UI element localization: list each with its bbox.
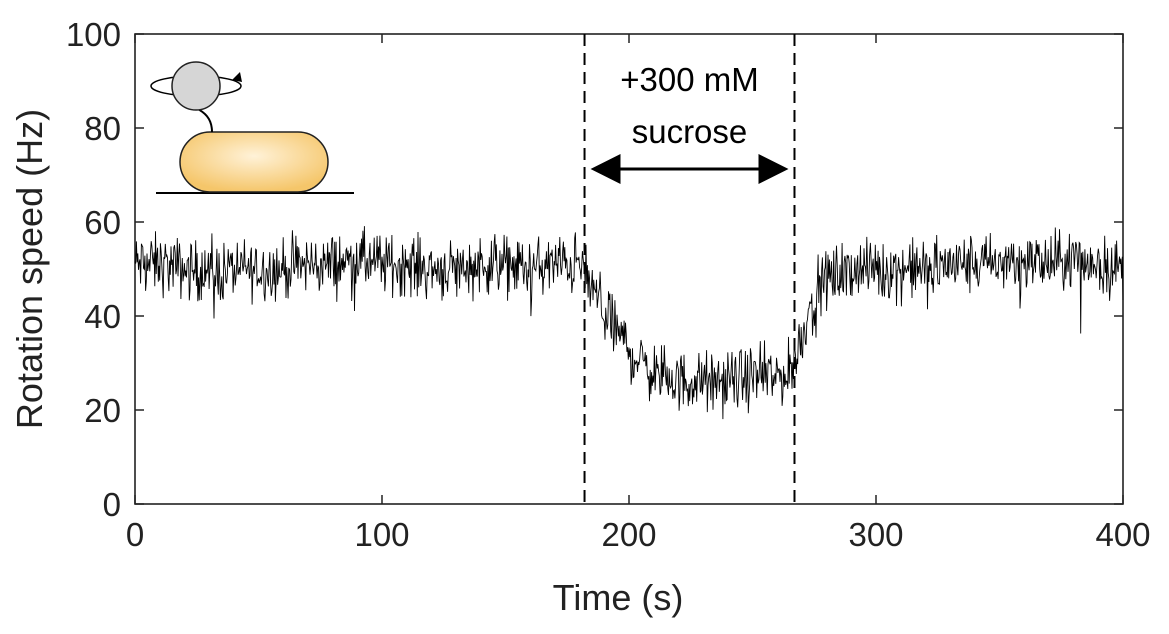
y-tick-label: 20 [84, 392, 121, 429]
y-tick-label: 40 [84, 298, 121, 335]
y-tick-label: 60 [84, 204, 121, 241]
treatment-label-line1: +300 mM [620, 61, 758, 98]
x-tick-label: 100 [354, 516, 409, 553]
series-line-rotation-speed [134, 226, 1124, 420]
x-axis: 0 100 200 300 400 [126, 34, 1151, 553]
x-tick-label: 0 [126, 516, 144, 553]
treatment-label-line2: sucrose [632, 113, 748, 150]
bead-on-bacterium-icon [150, 61, 354, 194]
y-axis-title: Rotation speed (Hz) [9, 109, 50, 429]
y-tick-label: 0 [103, 486, 121, 523]
x-axis-title: Time (s) [553, 577, 684, 618]
x-tick-label: 200 [601, 516, 656, 553]
x-tick-label: 300 [848, 516, 903, 553]
y-tick-label: 80 [84, 110, 121, 147]
y-axis: 0 20 40 60 80 100 [66, 16, 1123, 523]
x-tick-label: 400 [1095, 516, 1150, 553]
y-tick-label: 100 [66, 16, 121, 53]
